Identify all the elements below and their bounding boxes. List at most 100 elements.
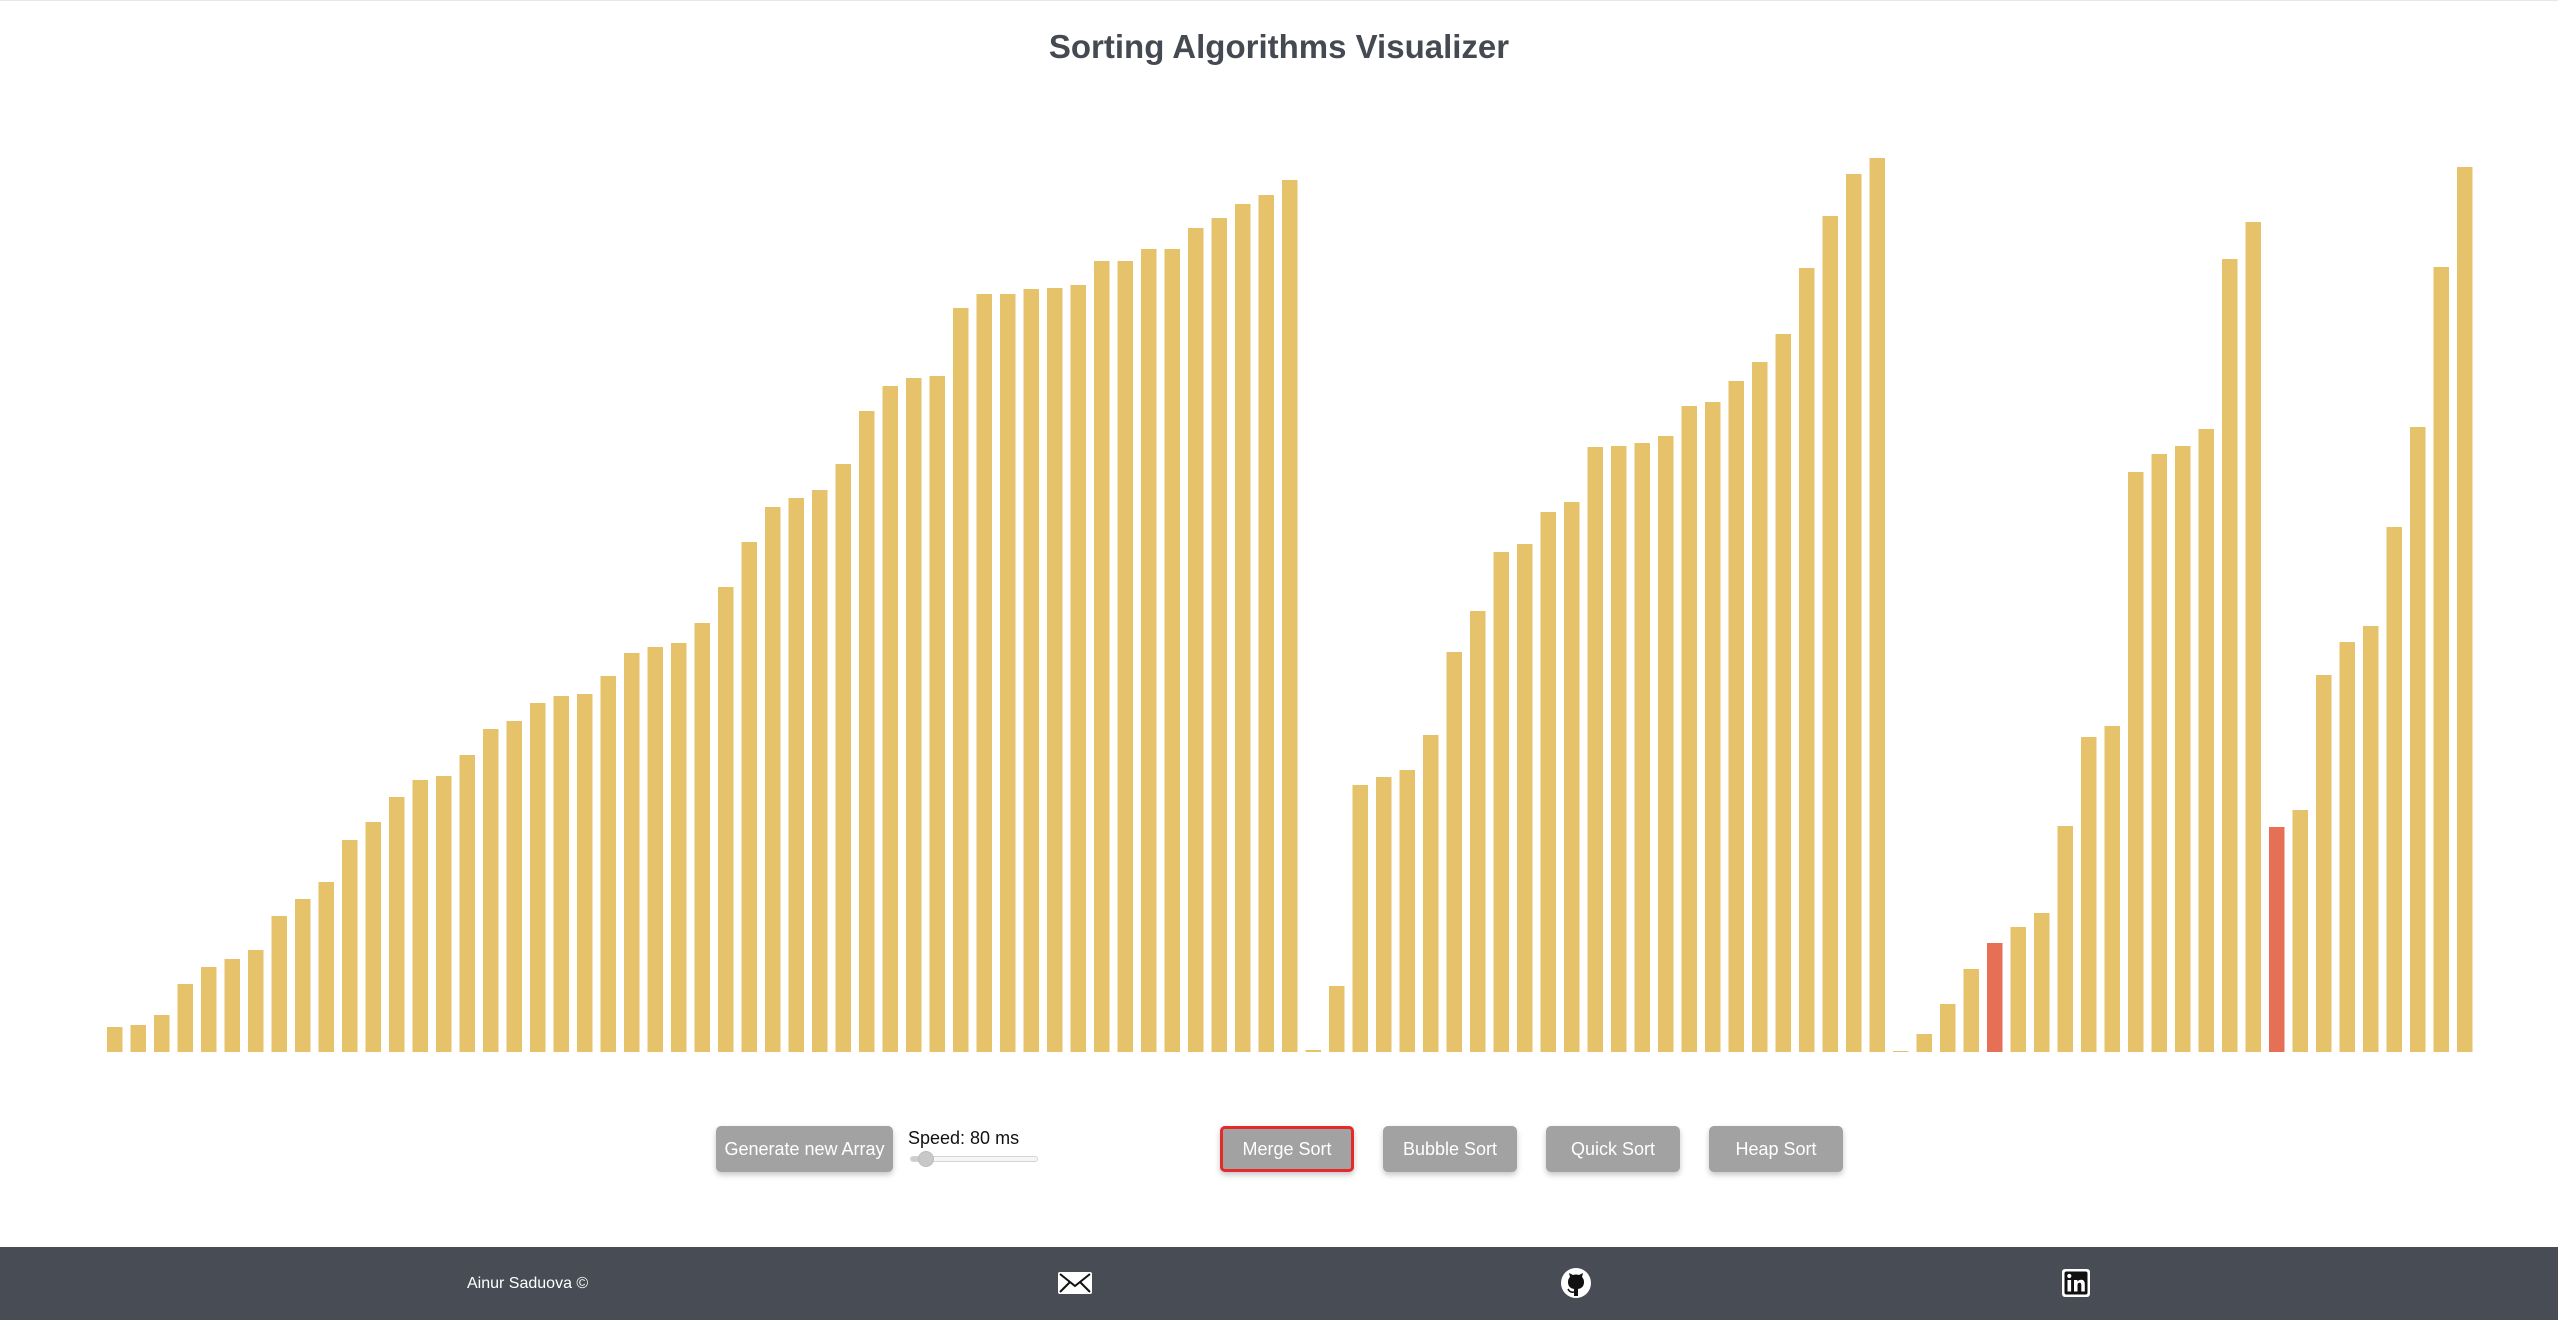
- page-title: Sorting Algorithms Visualizer: [1048, 28, 1510, 65]
- array-bar: [2198, 429, 2214, 1052]
- array-bar: [1916, 1034, 1932, 1052]
- array-bar: [295, 899, 311, 1052]
- mail-icon[interactable]: [1055, 1263, 1095, 1303]
- array-bar: [1446, 652, 1462, 1052]
- array-bar: [953, 308, 969, 1052]
- array-bar: [1846, 174, 1862, 1052]
- array-bar: [224, 959, 240, 1052]
- array-bar: [1047, 288, 1063, 1052]
- array-bar: [1963, 969, 1979, 1052]
- array-bar: [436, 776, 452, 1052]
- array-bar: [2081, 737, 2097, 1052]
- array-bar: [2104, 726, 2120, 1052]
- array-bar: [2433, 267, 2449, 1052]
- array-bar: [929, 376, 945, 1052]
- array-bar: [1893, 1051, 1909, 1052]
- speed-label: Speed: 80 ms: [908, 1128, 1020, 1148]
- array-bar: [506, 721, 522, 1052]
- array-bar: [483, 729, 499, 1052]
- generate-array-button[interactable]: Generate new Array: [716, 1126, 893, 1172]
- array-bar: [835, 464, 851, 1052]
- array-bar: [1775, 334, 1791, 1052]
- array-bar: [154, 1015, 170, 1052]
- speed-slider[interactable]: [910, 1151, 1038, 1167]
- array-bar: [1141, 249, 1157, 1052]
- array-bar: [271, 916, 287, 1052]
- github-icon[interactable]: [1556, 1263, 1596, 1303]
- array-bar: [1235, 204, 1251, 1052]
- array-bar: [624, 653, 640, 1052]
- array-bar: [671, 643, 687, 1052]
- array-bar: [647, 647, 663, 1052]
- array-bar: [1728, 381, 1744, 1052]
- array-bar: [718, 587, 734, 1052]
- array-bar: [1587, 447, 1603, 1052]
- quick-sort-button[interactable]: Quick Sort: [1546, 1126, 1680, 1172]
- array-bar: [1399, 770, 1415, 1052]
- array-bar: [1164, 249, 1180, 1052]
- array-bar: [1188, 228, 1204, 1052]
- array-bar: [107, 1027, 123, 1052]
- array-bar: [1634, 443, 1650, 1052]
- array-bar: [1117, 261, 1133, 1052]
- array-bar: [2175, 446, 2191, 1052]
- array-bar: [2292, 810, 2308, 1052]
- array-bar: [459, 755, 475, 1052]
- bar-chart: [107, 158, 2473, 1052]
- array-bar: [2339, 642, 2355, 1052]
- array-bar: [2457, 167, 2473, 1052]
- array-bar: [1070, 285, 1086, 1052]
- array-bar: [882, 386, 898, 1052]
- array-bar: [342, 840, 358, 1052]
- array-bar: [2410, 427, 2426, 1052]
- array-bar: [694, 623, 710, 1052]
- array-bar: [1258, 195, 1274, 1052]
- array-bar: [177, 984, 193, 1052]
- array-bar: [906, 378, 922, 1052]
- array-bar: [1305, 1050, 1321, 1052]
- array-bar: [1752, 362, 1768, 1052]
- array-bar: [1329, 986, 1345, 1052]
- array-bar: [1987, 943, 2003, 1052]
- top-border: [0, 0, 2558, 1]
- array-bar: [130, 1025, 146, 1052]
- array-bar: [2245, 222, 2261, 1052]
- array-bar: [976, 294, 992, 1052]
- array-bar: [2151, 454, 2167, 1052]
- array-bar: [2363, 626, 2379, 1052]
- array-bar: [765, 507, 781, 1052]
- array-bar: [1799, 268, 1815, 1052]
- speed-slider-thumb[interactable]: [918, 1151, 935, 1167]
- array-bar: [2010, 927, 2026, 1052]
- array-bar: [1493, 552, 1509, 1052]
- array-bar: [365, 822, 381, 1052]
- array-bar: [1517, 544, 1533, 1052]
- array-bar: [577, 694, 593, 1052]
- array-bar: [553, 696, 569, 1052]
- linkedin-icon[interactable]: [2056, 1263, 2096, 1303]
- array-bar: [859, 411, 875, 1052]
- array-bar: [2269, 827, 2285, 1052]
- array-bar: [1564, 502, 1580, 1052]
- array-bar: [812, 490, 828, 1052]
- array-bar: [2034, 913, 2050, 1052]
- array-bar: [2128, 472, 2144, 1052]
- array-bar: [1211, 218, 1227, 1052]
- array-bar: [2222, 259, 2238, 1052]
- array-bar: [318, 882, 334, 1052]
- array-bar: [530, 703, 546, 1052]
- array-bar: [1681, 406, 1697, 1052]
- array-bar: [741, 542, 757, 1052]
- array-bar: [1540, 512, 1556, 1052]
- array-bar: [2386, 527, 2402, 1052]
- array-bar: [412, 780, 428, 1052]
- heap-sort-button[interactable]: Heap Sort: [1709, 1126, 1843, 1172]
- array-bar: [1282, 180, 1298, 1052]
- array-bar: [1470, 611, 1486, 1052]
- merge-sort-button[interactable]: Merge Sort: [1220, 1126, 1354, 1172]
- array-bar: [1376, 777, 1392, 1052]
- array-bar: [248, 950, 264, 1052]
- array-bar: [2316, 675, 2332, 1052]
- bubble-sort-button[interactable]: Bubble Sort: [1383, 1126, 1517, 1172]
- array-bar: [1094, 261, 1110, 1052]
